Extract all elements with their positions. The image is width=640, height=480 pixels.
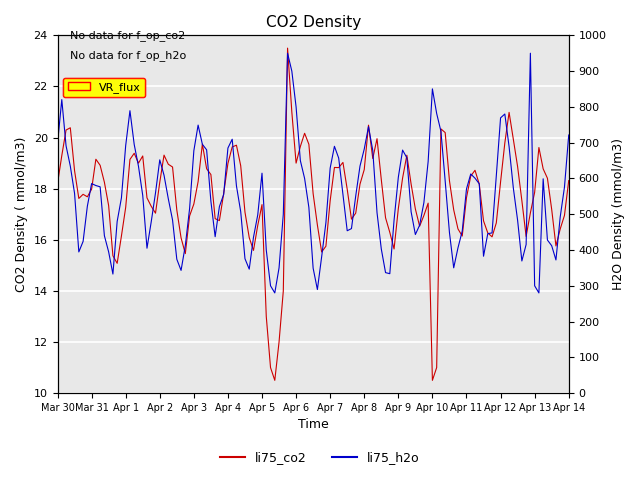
Y-axis label: H2O Density (mmol/m3): H2O Density (mmol/m3) — [612, 138, 625, 290]
Legend: li75_co2, li75_h2o: li75_co2, li75_h2o — [215, 446, 425, 469]
Text: No data for f_op_co2: No data for f_op_co2 — [70, 30, 186, 41]
Legend: VR_flux: VR_flux — [63, 78, 145, 97]
Text: No data for f_op_h2o: No data for f_op_h2o — [70, 49, 187, 60]
X-axis label: Time: Time — [298, 419, 328, 432]
Line: li75_co2: li75_co2 — [58, 48, 569, 380]
Line: li75_h2o: li75_h2o — [58, 53, 569, 293]
Y-axis label: CO2 Density ( mmol/m3): CO2 Density ( mmol/m3) — [15, 136, 28, 292]
Title: CO2 Density: CO2 Density — [266, 15, 361, 30]
